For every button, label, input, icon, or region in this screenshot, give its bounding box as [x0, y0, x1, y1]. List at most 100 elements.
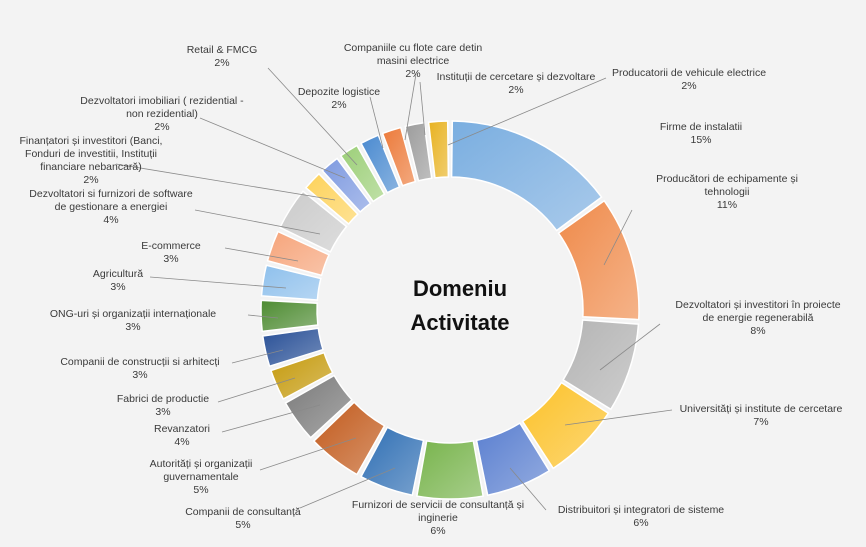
- slice-value-label-18: 2%: [331, 99, 346, 111]
- slice-category-label-14: de gestionare a energiei: [55, 201, 168, 213]
- slice-21: [427, 120, 450, 179]
- slice-category-label-1: tehnologii: [705, 186, 750, 198]
- leader-line-15: [115, 163, 336, 201]
- slice-9: [270, 351, 334, 401]
- slice-category-label-15: Finanțatori și investitori (Banci,: [20, 135, 163, 147]
- slice-category-label-8: Revanzatori: [154, 423, 210, 435]
- slice-category-label-6: Companii de consultanță: [185, 506, 301, 518]
- leader-line-19: [404, 73, 417, 141]
- slice-category-label-1: Producători de echipamente și: [656, 173, 798, 185]
- slice-7: [312, 401, 386, 476]
- slice-4: [475, 422, 551, 497]
- slice-0: [450, 120, 603, 232]
- leader-line-18: [369, 96, 384, 149]
- slice-12: [260, 264, 322, 301]
- leader-line-8: [221, 404, 321, 433]
- slice-value-label-21: 2%: [681, 80, 696, 92]
- slice-category-label-17: Retail & FMCG: [187, 44, 258, 56]
- slice-value-label-0: 15%: [690, 134, 711, 146]
- slice-category-label-0: Firme de instalatii: [660, 121, 742, 133]
- slice-category-label-5: inginerie: [418, 512, 458, 524]
- slice-category-label-18: Depozite logistice: [298, 86, 380, 98]
- slice-value-label-14: 4%: [103, 214, 118, 226]
- slice-2: [562, 319, 640, 411]
- slice-category-label-3: Universități și institute de cercetare: [680, 403, 843, 415]
- slice-category-label-9: Fabrici de productie: [117, 393, 209, 405]
- slice-value-label-10: 3%: [132, 369, 147, 381]
- slice-11: [260, 299, 319, 333]
- slice-category-label-7: Autorități și organizații: [150, 458, 253, 470]
- slice-value-label-15: 2%: [83, 174, 98, 186]
- slice-category-label-14: Dezvoltatori si furnizori de software: [29, 188, 193, 200]
- slice-value-label-17: 2%: [214, 57, 229, 69]
- slice-category-label-7: guvernamentale: [163, 471, 238, 483]
- slice-value-label-7: 5%: [193, 484, 208, 496]
- slice-value-label-19: 2%: [405, 68, 420, 80]
- slice-category-label-19: Companiile cu flote care detin: [344, 42, 482, 54]
- leader-line-3: [564, 409, 673, 426]
- leader-line-12: [149, 276, 287, 289]
- slice-category-label-21: Producatorii de vehicule electrice: [612, 67, 766, 79]
- slice-10: [261, 327, 324, 368]
- slice-category-label-19: masini electrice: [377, 55, 450, 67]
- center-title-line-1: Domeniu: [413, 276, 507, 301]
- slice-category-label-16: non rezidential): [126, 108, 198, 120]
- slice-20: [404, 121, 433, 182]
- leader-lines-layer: [115, 67, 673, 511]
- slice-category-label-12: Agricultură: [93, 268, 143, 280]
- slice-value-label-13: 3%: [163, 253, 178, 265]
- slice-category-label-2: Dezvoltatori și investitori în proiecte: [675, 299, 840, 311]
- leader-line-7: [259, 437, 357, 471]
- leader-line-16: [199, 117, 346, 179]
- slice-value-label-6: 5%: [235, 519, 250, 531]
- slice-value-label-3: 7%: [753, 416, 768, 428]
- slice-category-label-20: Instituții de cercetare și dezvoltare: [437, 71, 596, 83]
- slices-layer: [260, 120, 640, 500]
- slice-8: [284, 374, 354, 439]
- slice-value-label-9: 3%: [155, 406, 170, 418]
- slice-3: [521, 381, 610, 470]
- leader-line-17: [267, 67, 358, 166]
- slice-13: [266, 230, 330, 277]
- slice-value-label-4: 6%: [633, 517, 648, 529]
- leader-line-21: [447, 77, 607, 146]
- leader-line-10: [231, 349, 284, 364]
- slice-category-label-10: Companii de construcții si arhitecți: [60, 356, 219, 368]
- slice-16: [321, 157, 372, 214]
- slice-category-label-2: de energie regenerabilă: [703, 312, 814, 324]
- slice-category-label-15: Fonduri de investitii, Instituții: [25, 148, 157, 160]
- slice-category-label-4: Distribuitori și integratori de sisteme: [558, 504, 724, 516]
- slice-19: [381, 126, 417, 187]
- leader-line-4: [509, 467, 547, 511]
- slice-category-label-15: financiare nebancară): [40, 161, 142, 173]
- slice-category-label-5: Furnizori de servicii de consultanță și: [352, 499, 524, 511]
- slice-category-label-11: ONG-uri și organizații internaționale: [50, 308, 216, 320]
- slice-1: [557, 199, 640, 321]
- slice-value-label-1: 11%: [717, 199, 737, 211]
- slice-15: [304, 172, 359, 226]
- slice-value-label-16: 2%: [154, 121, 169, 133]
- center-title-line-2: Activitate: [410, 310, 509, 335]
- leader-line-6: [299, 467, 396, 509]
- slice-value-label-8: 4%: [174, 436, 189, 448]
- leader-line-1: [603, 209, 633, 266]
- leader-line-9: [217, 377, 296, 403]
- leader-line-14: [194, 209, 321, 235]
- slice-value-label-20: 2%: [508, 84, 523, 96]
- leader-line-2: [599, 323, 661, 371]
- slice-5: [415, 440, 485, 500]
- slice-value-label-2: 8%: [750, 325, 765, 337]
- leader-line-20: [419, 81, 426, 136]
- slice-6: [359, 426, 425, 497]
- slice-category-label-16: Dezvoltatori imobiliari ( rezidential -: [80, 95, 244, 107]
- leader-line-11: [247, 314, 279, 319]
- slice-value-label-5: 6%: [430, 525, 445, 537]
- slice-value-label-12: 3%: [110, 281, 125, 293]
- leader-line-13: [224, 247, 299, 262]
- slice-value-label-11: 3%: [125, 321, 140, 333]
- slice-category-label-13: E-commerce: [141, 240, 201, 252]
- slice-18: [359, 134, 401, 194]
